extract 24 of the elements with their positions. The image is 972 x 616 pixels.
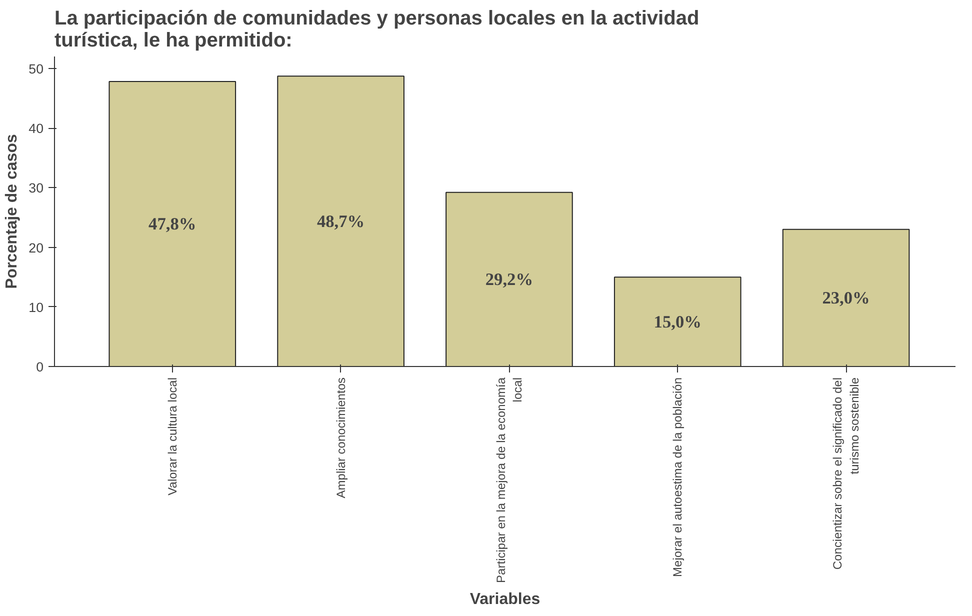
y-axis-title: Porcentaje de casos (4, 134, 21, 289)
data-label: 15,0% (654, 312, 702, 332)
x-tick-label: Concientizar sobre el significado del turismo sostenible (830, 377, 862, 570)
y-tick-label: 0 (36, 360, 44, 374)
bar (277, 76, 404, 366)
y-tick-label: 40 (28, 121, 44, 136)
x-tick-label: Participar en la mejora de la economía local (494, 377, 525, 583)
data-label: 29,2% (485, 270, 534, 289)
data-label: 48,7% (316, 212, 365, 231)
bar (782, 228, 910, 366)
y-tick-label: 10 (28, 300, 44, 315)
y-tick-label: 50 (28, 61, 44, 76)
x-axis-title: Variables (470, 590, 540, 608)
data-label: 47,8% (148, 214, 196, 234)
y-tick-label: 30 (28, 180, 44, 196)
x-tick-label: Mejorar el autoestima de la población (670, 377, 685, 577)
bar (108, 81, 236, 366)
chart-title: La participación de comunidades y personas locales en la actividad turística, le ha permitido: (54, 8, 700, 52)
bar (446, 192, 573, 366)
x-tick-label: Valorar la cultura local (165, 377, 180, 496)
data-label: 23,0% (822, 288, 870, 308)
y-tick-label: 20 (28, 240, 44, 256)
bar (614, 276, 742, 366)
x-tick-label: Ampliar conocimientos (334, 377, 348, 498)
